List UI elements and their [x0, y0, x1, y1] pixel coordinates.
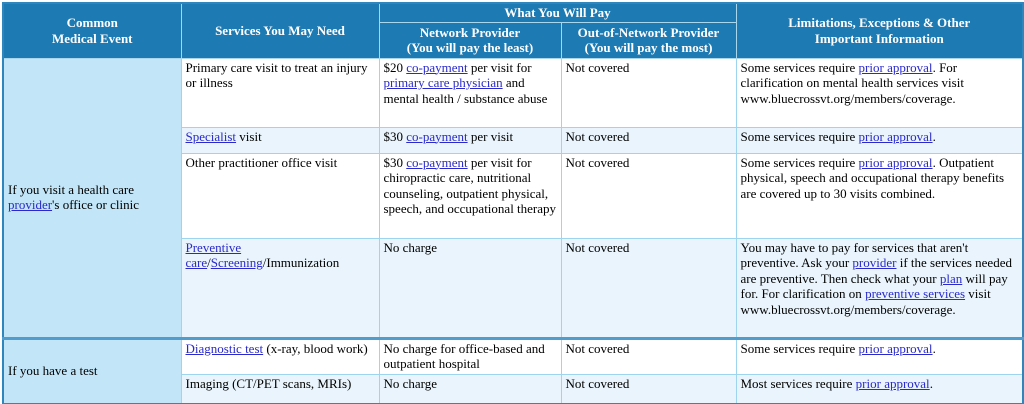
- header-row-top: Common Medical Event Services You May Ne…: [2, 2, 1024, 59]
- link-preventive-care[interactable]: Preventive care: [185, 239, 242, 271]
- link-co-payment[interactable]: co-payment: [406, 59, 468, 75]
- out-of-network-cell: Not covered: [560, 126, 737, 154]
- column-header-services: Services You May Need: [180, 2, 380, 59]
- column-header-what-you-will-pay: What You Will Pay: [378, 2, 737, 23]
- out-of-network-cell: Not covered: [560, 57, 737, 128]
- link-primary-care-physician[interactable]: primary care physician: [383, 75, 503, 91]
- out-of-network-cell: Not covered: [560, 373, 737, 404]
- link-screening[interactable]: Screening: [210, 255, 263, 271]
- limitations-cell: Some services require prior approval. Ou…: [735, 152, 1024, 239]
- limitations-cell: Some services require prior approval.: [735, 336, 1024, 375]
- network-provider-cell: No charge for office-based and outpatien…: [378, 336, 562, 375]
- network-provider-cell: No charge: [378, 373, 562, 404]
- out-of-network-cell: Not covered: [560, 336, 737, 375]
- table-row: Preventive care/Screening/Immunization No…: [3, 237, 1024, 339]
- limitations-cell: Most services require prior approval.: [735, 373, 1024, 404]
- table-row: Specialist visit $30 co-payment per visit…: [3, 126, 1024, 154]
- link-provider[interactable]: provider: [852, 255, 897, 271]
- link-preventive-services[interactable]: preventive services: [865, 286, 966, 302]
- link-co-payment[interactable]: co-payment: [406, 154, 468, 170]
- link-diagnostic-test[interactable]: Diagnostic test: [185, 340, 264, 356]
- out-of-network-cell: Not covered: [560, 237, 737, 339]
- table-row: If you visit a health care provider's of…: [2, 57, 1024, 339]
- limitations-cell: You may have to pay for services that ar…: [735, 237, 1024, 339]
- table-header: Common Medical Event Services You May Ne…: [2, 2, 1024, 59]
- link-prior-approval[interactable]: prior approval: [855, 375, 930, 391]
- column-header-common-medical-event: Common Medical Event: [2, 2, 182, 59]
- link-plan[interactable]: plan: [939, 270, 963, 286]
- link-prior-approval[interactable]: prior approval: [858, 59, 933, 75]
- limitations-cell: Some services require prior approval.: [735, 126, 1024, 154]
- network-provider-cell: $30 co-payment per visit for chiropracti…: [378, 152, 562, 239]
- column-header-network-provider: Network Provider (You will pay the least…: [378, 21, 562, 59]
- out-of-network-cell: Not covered: [560, 152, 737, 239]
- table-row: If you have a test Diagnostic test (x-ray…: [2, 336, 1024, 404]
- event-cell: If you have a test: [2, 336, 182, 404]
- table-row: Other practitioner office visit $30 co-pa…: [3, 152, 1024, 239]
- link-provider[interactable]: provider: [8, 197, 53, 213]
- link-specialist[interactable]: Specialist: [185, 128, 237, 144]
- table-row: Imaging (CT/PET scans, MRIs) No charge Not…: [3, 373, 1024, 404]
- link-prior-approval[interactable]: prior approval: [858, 128, 933, 144]
- service-cell: Imaging (CT/PET scans, MRIs): [180, 373, 380, 404]
- service-cell: Diagnostic test (x-ray, blood work): [180, 336, 380, 375]
- network-provider-cell: $30 co-payment per visit: [378, 126, 562, 154]
- column-header-limitations: Limitations, Exceptions & Other Importan…: [735, 2, 1024, 59]
- network-provider-cell: No charge: [378, 237, 562, 339]
- service-cell: Primary care visit to treat an injury or…: [180, 57, 380, 128]
- link-co-payment[interactable]: co-payment: [406, 128, 468, 144]
- service-cell: Other practitioner office visit: [180, 152, 380, 239]
- event-cell: If you visit a health care provider's of…: [2, 57, 182, 339]
- benefits-table-body: If you visit a health care provider's of…: [2, 57, 1024, 404]
- link-prior-approval[interactable]: prior approval: [858, 154, 933, 170]
- column-header-out-of-network-provider: Out-of-Network Provider (You will pay th…: [560, 21, 737, 59]
- service-cell: Preventive care/Screening/Immunization: [180, 237, 380, 339]
- service-cell: Specialist visit: [180, 126, 380, 154]
- network-provider-cell: $20 co-payment per visit for primary car…: [378, 57, 562, 128]
- limitations-cell: Some services require prior approval. Fo…: [735, 57, 1024, 128]
- link-prior-approval[interactable]: prior approval: [858, 340, 933, 356]
